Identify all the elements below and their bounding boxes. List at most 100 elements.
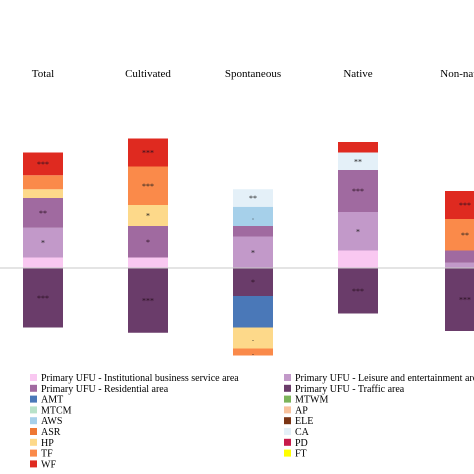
legend-item-primary-ufu-traffic-area: Primary UFU - Traffic area xyxy=(284,384,405,395)
legend-label: MTWM xyxy=(295,395,328,406)
legend-item-mtwm: MTWM xyxy=(284,395,328,406)
bar-segment-spontaneous-aws xyxy=(233,206,273,226)
category-label-native: Native xyxy=(343,68,372,80)
legend-item-hp: HP xyxy=(30,438,54,449)
bar-segment-native-primary-ufu-institutional-business-service-area xyxy=(338,250,378,268)
significance-label: ** xyxy=(39,209,47,218)
significance-label: * xyxy=(251,278,255,287)
legend-item-ap: AP xyxy=(284,405,308,416)
legend-item-wf: WF xyxy=(30,459,56,470)
bar-segment-total-primary-ufu-leisure-and-entertainment-area xyxy=(23,227,63,258)
legend-item-ele: ELE xyxy=(284,416,313,427)
significance-label: *** xyxy=(459,296,471,305)
significance-label: *** xyxy=(142,182,154,191)
bar-segment-native-primary-ufu-traffic-area xyxy=(338,268,378,314)
category-label-spontaneous: Spontaneous xyxy=(225,68,281,80)
legend-item-tf: TF xyxy=(30,449,53,460)
legend-swatch xyxy=(284,438,291,446)
legend-item-ca: CA xyxy=(284,427,310,438)
significance-label: *** xyxy=(37,160,49,169)
bar-segment-cultivated-primary-ufu-traffic-area xyxy=(128,268,168,333)
bar-segment-native-primary-ufu-leisure-and-entertainment-area xyxy=(338,212,378,251)
legend-swatch xyxy=(284,384,291,392)
bar-segment-cultivated-wf xyxy=(128,138,168,167)
legend-label: AWS xyxy=(41,416,62,427)
legend-swatch xyxy=(30,374,37,381)
bar-segment-spontaneous-primary-ufu-leisure-and-entertainment-area xyxy=(233,236,273,268)
category-labels: Total Cultivated Spontaneous Native Non-nati… xyxy=(32,68,474,80)
legend-label: Primary UFU - Traffic area xyxy=(295,384,405,395)
legend-swatch xyxy=(30,384,37,392)
legend-swatch xyxy=(284,374,291,381)
legend-swatch xyxy=(284,417,291,425)
legend-swatch xyxy=(30,406,37,414)
significance-label: . xyxy=(252,212,254,221)
bar-segment-spontaneous-primary-ufu-residential-area xyxy=(233,226,273,237)
legend-label: FT xyxy=(295,449,307,460)
legend-swatch xyxy=(284,428,291,435)
bar-segment-total-primary-ufu-residential-area xyxy=(23,198,63,228)
legend-swatch xyxy=(284,449,291,457)
legend-label: AMT xyxy=(41,395,63,406)
bar-segment-total-wf xyxy=(23,152,63,176)
significance-label: . xyxy=(252,334,254,343)
legend-label: Primary UFU - Residential area xyxy=(41,384,169,395)
significance-label: *** xyxy=(142,296,154,305)
bar-segment-non-native-wf xyxy=(445,191,474,219)
significance-label: * xyxy=(251,248,255,257)
legend-item-mtcm: MTCM xyxy=(30,405,72,416)
bar-segment-non-native-primary-ufu-leisure-and-entertainment-area xyxy=(445,262,474,268)
legend-label: MTCM xyxy=(41,405,72,416)
legend-label: TF xyxy=(41,449,53,460)
legend-label: PD xyxy=(295,438,308,449)
legend-swatch xyxy=(284,406,291,414)
legend-label: Primary UFU - Leisure and entertainment … xyxy=(295,373,474,384)
bar-segment-spontaneous-hp xyxy=(233,327,273,349)
bar-segment-spontaneous-amt xyxy=(233,296,273,328)
legend-swatch xyxy=(30,428,37,435)
significance-label: ** xyxy=(354,157,362,166)
bar-segment-total-tf xyxy=(23,175,63,190)
significance-label: ** xyxy=(249,194,257,203)
bar-segment-total-primary-ufu-traffic-area xyxy=(23,268,63,328)
bar-segment-spontaneous-ca xyxy=(233,189,273,207)
significance-label: *** xyxy=(459,201,471,210)
legend-item-pd: PD xyxy=(284,438,308,449)
bar-segment-native-primary-ufu-residential-area xyxy=(338,170,378,212)
legend-label: WF xyxy=(41,459,56,470)
significance-label: * xyxy=(146,212,150,221)
significance-label: * xyxy=(41,239,45,248)
legend-item-aws: AWS xyxy=(30,416,62,427)
category-label-total: Total xyxy=(32,68,54,80)
bar-segment-cultivated-hp xyxy=(128,205,168,226)
category-label-non-native: Non-native xyxy=(440,68,474,80)
legend-label: Primary UFU - Institutional business ser… xyxy=(41,373,239,384)
bar-segment-total-hp xyxy=(23,189,63,198)
legend-swatch xyxy=(284,395,291,403)
significance-label: *** xyxy=(37,294,49,303)
bar-segment-native-wf xyxy=(338,142,378,153)
legend-item-primary-ufu-institutional-business-service-area: Primary UFU - Institutional business ser… xyxy=(30,373,239,384)
legend-label: AP xyxy=(295,405,308,416)
legend-item-primary-ufu-leisure-and-entertainment-area: Primary UFU - Leisure and entertainment … xyxy=(284,373,474,384)
legend: Primary UFU - Institutional business ser… xyxy=(30,373,474,470)
bar-segment-cultivated-primary-ufu-residential-area xyxy=(128,226,168,258)
significance-label: *** xyxy=(352,287,364,296)
legend-label: HP xyxy=(41,438,54,449)
significance-label: * xyxy=(146,238,150,247)
legend-label: ELE xyxy=(295,416,313,427)
bars-group: ***************.**************** ****..**… xyxy=(23,138,474,357)
legend-item-ft: FT xyxy=(284,449,307,460)
legend-swatch xyxy=(30,449,37,457)
legend-swatch xyxy=(30,417,37,425)
bar-segment-spontaneous-tf xyxy=(233,348,273,356)
legend-item-asr: ASR xyxy=(30,427,61,438)
significance-label: *** xyxy=(352,187,364,196)
bar-segment-spontaneous-primary-ufu-traffic-area xyxy=(233,268,273,296)
bar-segment-native-ca xyxy=(338,152,378,170)
legend-swatch xyxy=(30,395,37,403)
significance-label: ** xyxy=(461,231,469,240)
legend-item-primary-ufu-residential-area: Primary UFU - Residential area xyxy=(30,384,169,395)
category-label-cultivated: Cultivated xyxy=(125,68,171,80)
